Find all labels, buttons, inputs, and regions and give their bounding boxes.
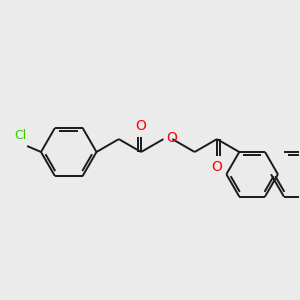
Text: Cl: Cl <box>14 129 26 142</box>
Text: O: O <box>167 131 177 145</box>
Text: O: O <box>212 160 222 174</box>
Text: O: O <box>136 118 147 133</box>
